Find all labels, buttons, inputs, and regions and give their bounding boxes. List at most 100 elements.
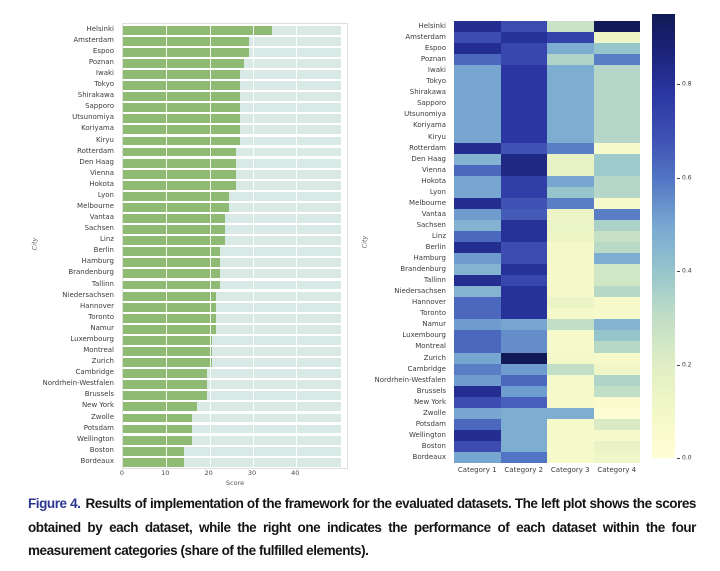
heatmap-cell bbox=[500, 76, 548, 88]
city-label: Vienna bbox=[421, 165, 446, 174]
heatmap-cell bbox=[547, 164, 594, 177]
colorbar-tick-label: 0.4 bbox=[682, 267, 692, 275]
city-label: Hannover bbox=[79, 301, 114, 310]
heatmap-cell bbox=[454, 253, 501, 265]
city-label: Poznan bbox=[88, 57, 114, 66]
heatmap-cell bbox=[500, 429, 548, 442]
city-label: Namur bbox=[90, 323, 114, 332]
bar-track bbox=[123, 413, 341, 423]
city-label: Den Haag bbox=[79, 157, 114, 166]
city-label: Iwaki bbox=[95, 69, 114, 78]
bar bbox=[123, 402, 197, 412]
heatmap-cell bbox=[547, 76, 594, 88]
heatmap-cell bbox=[593, 87, 641, 99]
city-label: Rotterdam bbox=[77, 146, 114, 155]
heatmap-cell bbox=[454, 319, 501, 331]
city-label: Tokyo bbox=[94, 80, 114, 89]
heatmap-cell bbox=[547, 341, 594, 353]
heatmap-cell bbox=[500, 142, 548, 154]
bar bbox=[123, 391, 208, 401]
bar bbox=[123, 247, 221, 257]
heatmap-cell bbox=[454, 197, 501, 210]
heatmap-cell bbox=[454, 230, 501, 243]
city-label: Sachsen bbox=[84, 224, 114, 233]
bar bbox=[123, 169, 236, 179]
bar bbox=[123, 147, 236, 157]
heatmap-cell bbox=[547, 286, 594, 298]
bar bbox=[123, 369, 208, 379]
heatmap-cell bbox=[593, 451, 641, 464]
city-label: Zwolle bbox=[91, 412, 114, 421]
heatmap-cell bbox=[593, 385, 641, 398]
heatmap-cell bbox=[547, 120, 594, 132]
heatmap-cell bbox=[454, 451, 501, 464]
city-label: Potsdam bbox=[83, 423, 114, 432]
heatmap-cell bbox=[500, 131, 548, 143]
city-label: Bordeaux bbox=[80, 456, 114, 465]
city-label: Kiryu bbox=[428, 132, 446, 141]
bar bbox=[123, 313, 217, 323]
heatmap-cell bbox=[593, 275, 641, 287]
heatmap-cell bbox=[500, 109, 548, 121]
heatmap-cell bbox=[547, 253, 594, 265]
city-label: Rotterdam bbox=[409, 143, 446, 152]
heatmap-cell bbox=[500, 363, 548, 375]
heatmap-cell bbox=[454, 208, 501, 221]
city-label: Den Haag bbox=[411, 154, 446, 163]
heatmap-cell bbox=[454, 407, 501, 420]
bar bbox=[123, 25, 273, 35]
heatmap-cell bbox=[547, 186, 594, 199]
bar-track bbox=[123, 225, 341, 235]
heatmap-cell bbox=[500, 54, 548, 66]
bar-track bbox=[123, 258, 341, 268]
heatmap-cell bbox=[547, 54, 594, 66]
bar bbox=[123, 424, 193, 434]
heatmap-cell bbox=[547, 175, 594, 188]
city-label: Montreal bbox=[415, 342, 446, 351]
category-column-label: Category 2 bbox=[504, 466, 544, 474]
heatmap-cell bbox=[547, 429, 594, 442]
heatmap-cell bbox=[500, 264, 548, 276]
heatmap-cell bbox=[500, 275, 548, 287]
city-label: Wellington bbox=[409, 430, 446, 439]
heatmap-cell bbox=[593, 109, 641, 121]
city-label: Wellington bbox=[77, 434, 114, 443]
bar bbox=[123, 457, 184, 467]
heatmap-cell bbox=[500, 440, 548, 453]
city-label: Luxembourg bbox=[402, 331, 446, 340]
city-label: Koriyama bbox=[413, 121, 446, 130]
heatmap-cell bbox=[454, 164, 501, 177]
city-label: Cambridge bbox=[407, 364, 446, 373]
heatmap-cell bbox=[454, 120, 501, 132]
bar bbox=[123, 225, 225, 235]
heatmap-cell bbox=[454, 131, 501, 143]
city-label: Luxembourg bbox=[70, 334, 114, 343]
heatmap-cell bbox=[454, 98, 501, 110]
figure-caption: Figure 4. Results of implementation of th… bbox=[28, 492, 696, 563]
figure-caption-text: Results of implementation of the framewo… bbox=[28, 496, 696, 558]
city-label: Nordrhein-Westfalen bbox=[374, 375, 447, 384]
bar bbox=[123, 324, 217, 334]
heatmap-column-labels: Category 1 Category 2 Category 3 Category 4 bbox=[454, 466, 640, 476]
heatmap-cell bbox=[500, 230, 548, 243]
heatmap-cell bbox=[593, 32, 641, 44]
city-label: Brussels bbox=[416, 386, 446, 395]
city-label: Bordeaux bbox=[412, 452, 446, 461]
city-label: Toronto bbox=[420, 309, 446, 318]
city-label: Niedersachsen bbox=[394, 287, 446, 296]
city-label: Boston bbox=[89, 445, 114, 454]
heatmap-cell bbox=[593, 65, 641, 77]
x-tick-label: 20 bbox=[204, 469, 213, 477]
heatmap-cell bbox=[593, 208, 641, 221]
heatmap-cell bbox=[500, 120, 548, 132]
heatmap-cell bbox=[547, 451, 594, 464]
bar-track bbox=[123, 302, 341, 312]
heatmap-city-labels: Helsinki Amsterdam Espoo Poznan Iwaki Tokyo Sh… bbox=[340, 21, 450, 463]
city-label: Iwaki bbox=[427, 66, 446, 75]
heatmap-cell bbox=[500, 98, 548, 110]
heatmap-cell bbox=[593, 175, 641, 188]
category-column-label: Category 3 bbox=[550, 466, 590, 474]
heatmap-cell bbox=[500, 65, 548, 77]
heatmap-cell bbox=[500, 286, 548, 298]
